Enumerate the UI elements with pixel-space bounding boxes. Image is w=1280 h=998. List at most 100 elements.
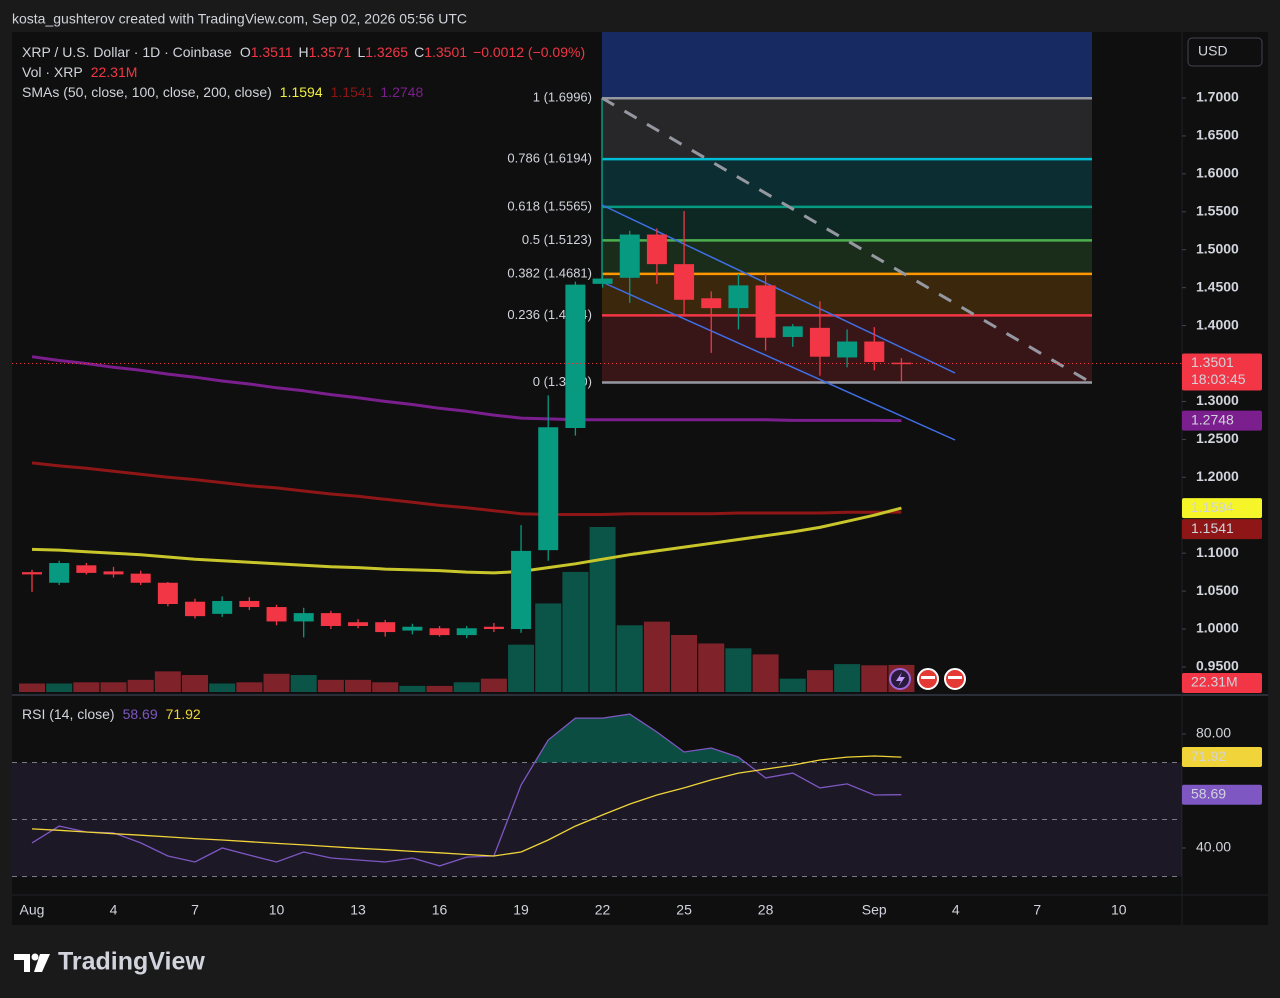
legend-item: Vol · XRP	[22, 64, 83, 80]
sma-tag: 1.1594	[1191, 499, 1234, 515]
legend: XRP / U.S. Dollar · 1D · Coinbase O1.3511…	[22, 44, 585, 722]
candle-body	[619, 234, 640, 278]
x-tick-label: 10	[1111, 902, 1127, 918]
sma-tag: 1.2748	[1191, 411, 1234, 427]
y-tick-label: 1.7000	[1196, 89, 1239, 105]
channel-upper	[601, 204, 956, 374]
candle-body	[809, 327, 830, 357]
candle-body	[511, 550, 532, 630]
volume-bar	[453, 682, 480, 692]
y-tick-label: 1.2500	[1196, 430, 1239, 446]
candle-body	[674, 264, 695, 300]
brand-logo: TradingView	[14, 948, 205, 976]
legend-item: 1.3501	[424, 44, 467, 60]
candle-body	[565, 284, 586, 428]
candles	[12, 211, 1182, 639]
volume-bar	[725, 648, 752, 692]
volume-bar	[317, 679, 344, 692]
logo-mark	[14, 954, 30, 972]
volume-bar	[154, 671, 181, 692]
trend-lines	[601, 96, 1091, 441]
volume-bar	[236, 682, 263, 692]
candle-body	[483, 626, 504, 630]
x-tick-label: 10	[269, 902, 285, 918]
candle-body	[76, 565, 97, 573]
volume-bar	[73, 682, 100, 692]
fib-label: 0.618 (1.5565)	[507, 198, 592, 213]
candle-body	[456, 628, 477, 636]
flag-stripe	[921, 676, 935, 679]
candle-body	[103, 571, 124, 575]
candle-body	[782, 326, 803, 337]
current-price-tag: 1.3501	[1191, 354, 1234, 370]
volume-bar	[643, 621, 670, 692]
volume-bar	[372, 682, 399, 692]
candle-body	[266, 607, 287, 622]
legend-sma: SMAs (50, close, 100, close, 200, close)…	[22, 84, 423, 100]
legend-item: 1.1541	[331, 84, 374, 100]
volume-bar	[834, 664, 861, 692]
candle-body	[402, 626, 423, 631]
candle-body	[320, 613, 341, 626]
rsi-tag: 58.69	[1191, 785, 1226, 801]
legend-item: H	[299, 44, 309, 60]
legend-item: 1.3265	[365, 44, 408, 60]
y-tick-label: 1.6500	[1196, 127, 1239, 143]
x-tick-label: 4	[110, 902, 118, 918]
x-tick-label: 4	[952, 902, 960, 918]
sma-tag-box	[1182, 410, 1262, 431]
legend-volume: Vol · XRP 22.31M	[22, 64, 137, 80]
countdown: 18:03:45	[1191, 371, 1246, 387]
y-tick-label: 1.4000	[1196, 316, 1239, 332]
volume-bar	[589, 527, 616, 692]
legend-item: 1.3511	[251, 44, 293, 60]
legend-item: 1.2748	[380, 84, 423, 100]
x-tick-label: Sep	[862, 902, 887, 918]
volume-bar	[290, 675, 317, 692]
sma-tag-box	[1182, 498, 1262, 519]
sma-line	[31, 506, 902, 575]
rsi-tag: 71.92	[1191, 748, 1226, 764]
y-tick-label: 1.5000	[1196, 240, 1239, 256]
attribution: kosta_gushterov created with TradingView…	[12, 11, 467, 27]
candle-body	[728, 285, 749, 309]
rsi-tag-box	[1182, 747, 1262, 768]
x-tick-label: Aug	[20, 902, 45, 918]
flag-stripe	[948, 676, 962, 679]
sma-line	[31, 355, 902, 423]
candle-body	[701, 298, 722, 309]
candle-body	[646, 234, 667, 265]
sma-tag: 1.1541	[1191, 520, 1234, 536]
candle-body	[375, 622, 396, 633]
candle-body	[864, 341, 885, 362]
volume-bar	[182, 675, 209, 692]
rsi-overbought-fill	[534, 714, 746, 763]
legend-rsi: RSI (14, close) 58.69 71.92	[22, 706, 201, 722]
x-tick-label: 19	[513, 902, 529, 918]
volume-bar	[616, 625, 643, 692]
volume-bar	[345, 679, 372, 692]
volume-bar	[508, 644, 535, 692]
legend-item: C	[414, 44, 424, 60]
axes: 1.7000 1.6500 1.6000 1.5500 1.5000 1.4500 1.40…	[20, 89, 1239, 918]
volume-bar	[806, 670, 833, 692]
fib-band	[602, 159, 1092, 207]
legend-item: RSI (14, close)	[22, 706, 115, 722]
logo-mark	[31, 953, 39, 961]
fib-label: 0.382 (1.4681)	[507, 265, 592, 280]
y-tick-label: 1.0500	[1196, 582, 1239, 598]
legend-item: 71.92	[166, 706, 201, 722]
currency-button[interactable]	[1187, 37, 1263, 67]
channel-lower	[601, 281, 956, 441]
volume-bar	[535, 603, 562, 692]
volume-tag: 22.31M	[1191, 674, 1238, 690]
sma-line	[31, 461, 902, 516]
volume-bar	[480, 678, 507, 692]
legend-item: 1.1594	[280, 84, 323, 100]
legend-item: O	[240, 44, 251, 60]
rsi-tag-box	[1182, 784, 1262, 805]
legend-item: 22.31M	[91, 64, 138, 80]
candle-body	[891, 362, 912, 365]
candle-body	[837, 341, 858, 358]
